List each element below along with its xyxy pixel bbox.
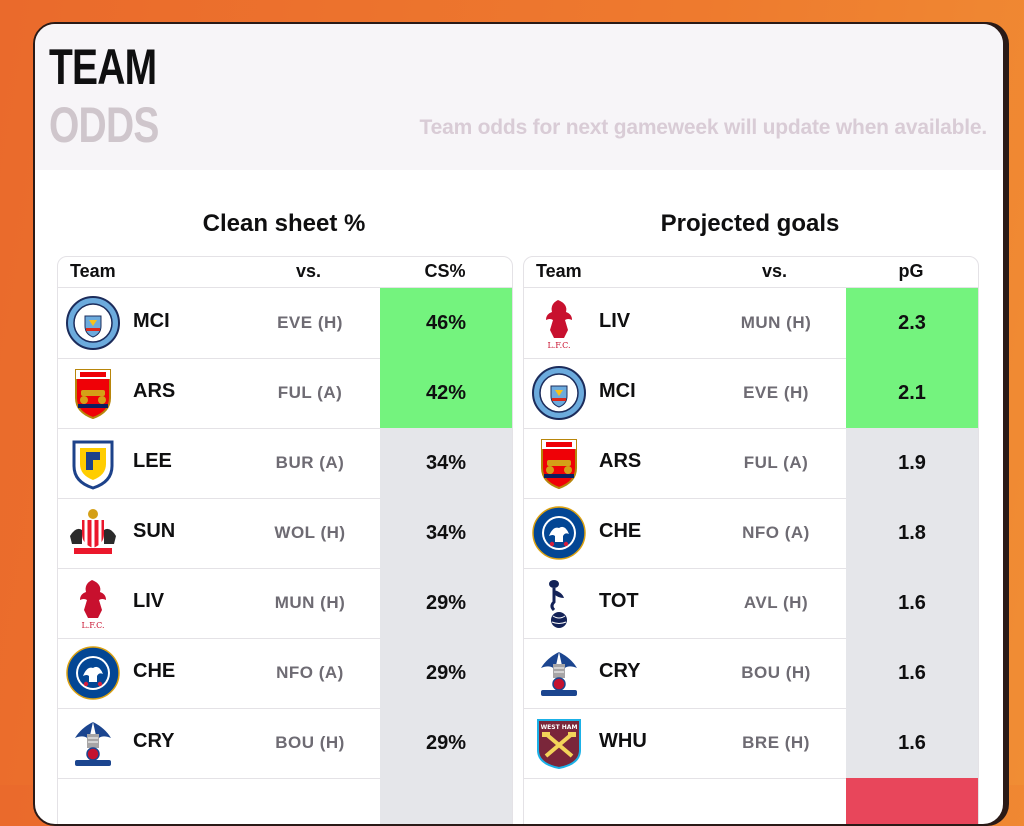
page-title-line1: TEAM [49, 39, 157, 95]
column-header-team: Team [70, 261, 116, 281]
opponent-fixture: EVE (H) [277, 313, 343, 332]
clean-sheet-value-cell: 34% [380, 428, 512, 498]
crystal-palace-crest-icon [532, 646, 586, 700]
projected-goals-title: Projected goals [660, 210, 840, 237]
team-abbreviation: CRY [599, 660, 641, 682]
projected-goals-value-cell: 2.3 [846, 288, 978, 358]
team-abbreviation: LIV [133, 590, 165, 612]
table-header: Team vs. CS% [58, 257, 512, 288]
svg-text:WEST HAM: WEST HAM [541, 724, 578, 731]
clean-sheet-value-cell: 29% [380, 638, 512, 708]
projected-goals-value-cell [846, 778, 978, 824]
svg-text:L.F.C.: L.F.C. [81, 621, 104, 630]
column-header-vs: vs. [762, 261, 788, 281]
table-row [58, 778, 512, 824]
team-odds-card: TEAM ODDS Team odds for next gameweek wi… [33, 22, 1005, 826]
opponent-fixture: BOU (H) [741, 663, 811, 682]
table-row: L.F.C. LIV MUN (H) 2.3 [524, 288, 978, 359]
team-abbreviation: LIV [599, 310, 631, 332]
column-header-team: Team [536, 261, 582, 281]
table-header: Team vs. pG [524, 257, 978, 288]
team-abbreviation: CRY [133, 730, 175, 752]
clean-sheet-value-cell: 46% [380, 288, 512, 358]
opponent-fixture: BRE (H) [742, 733, 810, 752]
liverpool-crest-icon: L.F.C. [532, 296, 586, 350]
team-abbreviation: LEE [133, 450, 172, 472]
team-abbreviation: CHE [599, 520, 642, 542]
projected-goals-value-cell: 1.6 [846, 568, 978, 638]
chelsea-crest-icon [532, 506, 586, 560]
arsenal-crest-icon [66, 366, 120, 420]
table-row: CHE NFO (A) 29% [58, 638, 512, 709]
team-abbreviation: ARS [599, 450, 642, 472]
opponent-fixture: NFO (A) [742, 523, 810, 542]
table-row [524, 778, 978, 824]
table-row: CHE NFO (A) 1.8 [524, 498, 978, 569]
team-abbreviation: WHU [599, 730, 647, 752]
svg-text:L.F.C.: L.F.C. [547, 341, 570, 350]
clean-sheet-table: Team vs. CS% MCI EVE (H) 46% ARS FUL (A) 42% L… [57, 256, 513, 824]
opponent-fixture: BUR (A) [275, 453, 345, 472]
team-abbreviation: MCI [599, 380, 636, 402]
table-row: WEST HAM WHU BRE (H) 1.6 [524, 708, 978, 779]
projected-goals-value-cell: 1.6 [846, 708, 978, 778]
table-row: LEE BUR (A) 34% [58, 428, 512, 499]
opponent-fixture: AVL (H) [743, 593, 809, 612]
table-row: ARS FUL (A) 1.9 [524, 428, 978, 499]
table-row: MCI EVE (H) 46% [58, 288, 512, 359]
projected-goals-value-cell: 1.6 [846, 638, 978, 708]
column-header-vs: vs. [296, 261, 322, 281]
team-abbreviation: TOT [599, 590, 639, 612]
west-ham-crest-icon: WEST HAM [532, 716, 586, 770]
clean-sheet-value-cell: 42% [380, 358, 512, 428]
table-row: TOT AVL (H) 1.6 [524, 568, 978, 639]
table-row: SUN WOL (H) 34% [58, 498, 512, 569]
table-row: CRY BOU (H) 29% [58, 708, 512, 779]
man-city-crest-icon [66, 296, 120, 350]
man-city-crest-icon [532, 366, 586, 420]
crystal-palace-crest-icon [66, 716, 120, 770]
card-header: TEAM ODDS Team odds for next gameweek wi… [35, 24, 1003, 170]
arsenal-crest-icon [532, 436, 586, 490]
clean-sheet-value-cell: 34% [380, 498, 512, 568]
opponent-fixture: BOU (H) [275, 733, 345, 752]
leeds-crest-icon [66, 436, 120, 490]
opponent-fixture: EVE (H) [743, 383, 809, 402]
projected-goals-table: Team vs. pG L.F.C. LIV MUN (H) 2.3 MCI EVE (H… [523, 256, 979, 824]
clean-sheet-value-cell: 29% [380, 568, 512, 638]
projected-goals-value-cell: 1.8 [846, 498, 978, 568]
projected-goals-value-cell: 1.9 [846, 428, 978, 498]
table-row: L.F.C. LIV MUN (H) 29% [58, 568, 512, 639]
column-header-pg: pG [898, 261, 924, 281]
team-abbreviation: ARS [133, 380, 176, 402]
table-row: MCI EVE (H) 2.1 [524, 358, 978, 429]
tottenham-crest-icon [532, 576, 586, 630]
team-abbreviation: SUN [133, 520, 176, 542]
projected-goals-value-cell: 2.1 [846, 358, 978, 428]
page-subtitle: Team odds for next gameweek will update … [419, 116, 988, 139]
opponent-fixture: NFO (A) [276, 663, 344, 682]
team-abbreviation: MCI [133, 310, 170, 332]
opponent-fixture: FUL (A) [277, 383, 343, 402]
team-abbreviation: CHE [133, 660, 176, 682]
clean-sheet-value-cell [380, 778, 512, 824]
opponent-fixture: WOL (H) [274, 523, 346, 542]
table-row: CRY BOU (H) 1.6 [524, 638, 978, 709]
chelsea-crest-icon [66, 646, 120, 700]
column-header-cs: CS% [424, 261, 466, 281]
opponent-fixture: MUN (H) [740, 313, 812, 332]
clean-sheet-title: Clean sheet % [202, 210, 366, 237]
page-title-line2: ODDS [49, 97, 159, 153]
liverpool-crest-icon: L.F.C. [66, 576, 120, 630]
opponent-fixture: FUL (A) [743, 453, 809, 472]
table-row: ARS FUL (A) 42% [58, 358, 512, 429]
sunderland-crest-icon [66, 506, 120, 560]
opponent-fixture: MUN (H) [274, 593, 346, 612]
clean-sheet-value-cell: 29% [380, 708, 512, 778]
